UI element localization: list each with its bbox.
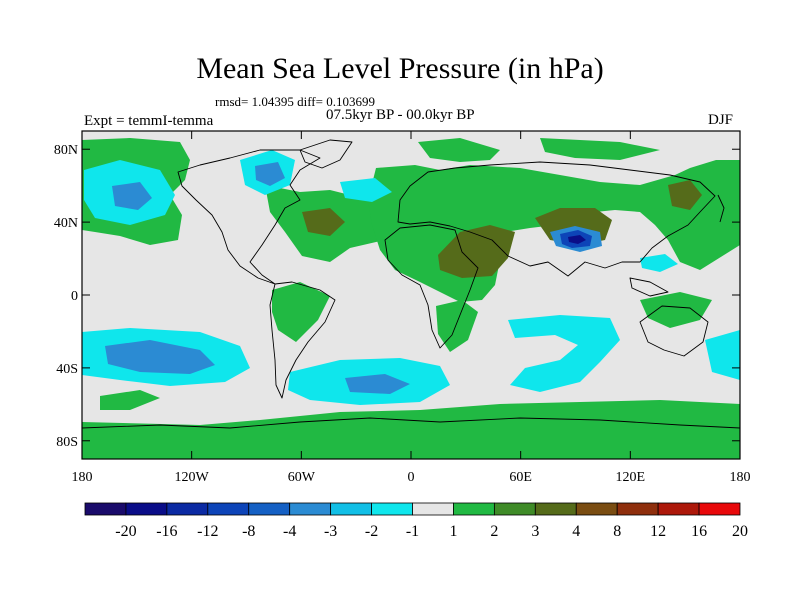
blue-region-south-atlantic [345, 374, 410, 394]
japan-coastline [717, 194, 725, 223]
green-region-southern-ocean [82, 400, 740, 459]
colorbar-label: 20 [732, 523, 748, 540]
colorbar-swatch [207, 502, 250, 516]
colorbar-label: -20 [115, 523, 136, 540]
latitude-axis: 80N 40N 0 40S 80S [54, 143, 740, 450]
lat-tick-label: 80S [56, 435, 78, 450]
antarctica-coastline [82, 417, 740, 429]
colorbar-swatch [698, 502, 741, 516]
time-period-text: 07.5kyr BP - 00.0kyr BP [326, 107, 475, 123]
statistics-text: rmsd= 1.04395 diff= 0.103699 [215, 94, 375, 109]
colorbar-swatch [657, 502, 700, 516]
colorbar-swatch [371, 502, 413, 516]
longitude-axis: 180 120W 60W 0 60E 120E 180 [72, 131, 751, 485]
cyan-region-tasman [705, 330, 740, 380]
colorbar-swatch [84, 502, 127, 516]
colorbar-label: 2 [490, 523, 498, 540]
colorbar-label: 16 [691, 523, 707, 540]
colorbar-label: 4 [572, 523, 580, 540]
green-region-southern-africa [436, 300, 478, 352]
colorbar-label: 3 [531, 523, 539, 540]
season-label: DJF [708, 112, 734, 128]
australia-coastline [639, 305, 709, 357]
colorbar-label: 8 [613, 523, 621, 540]
colorbar-swatch [453, 502, 495, 516]
green-region-arctic-europe [418, 138, 500, 162]
green-region-australia [640, 292, 712, 328]
colorbar-label: 12 [650, 523, 666, 540]
colorbar-swatch [412, 502, 454, 516]
cyan-region-indian-ocean [508, 315, 620, 392]
colorbar-swatch [493, 502, 536, 516]
lon-tick-label: 60W [288, 470, 316, 485]
lon-tick-label: 180 [72, 470, 93, 485]
blue-region-aleutian [112, 182, 152, 210]
north-america-coastline [177, 149, 321, 285]
lat-tick-label: 40N [54, 216, 78, 231]
map-title: Mean Sea Level Pressure (in hPa) [196, 52, 604, 85]
colorbar-swatch [125, 502, 168, 516]
blue-region-hudson [255, 162, 285, 186]
colorbar-swatch [289, 502, 332, 516]
africa-coastline [384, 224, 479, 349]
pressure-anomaly-field [82, 131, 740, 459]
colorbar-label: -3 [324, 523, 337, 540]
lon-tick-label: 120E [616, 470, 646, 485]
colorbar-label: 1 [449, 523, 457, 540]
strong-negative-anomaly-regions [105, 162, 602, 394]
colorbar-label: -8 [242, 523, 255, 540]
lon-tick-label: 0 [408, 470, 415, 485]
green-region-arctic-asia [540, 138, 660, 160]
colorbar-label: -2 [365, 523, 378, 540]
lat-tick-label: 40S [56, 362, 78, 377]
lat-tick-label: 0 [71, 289, 78, 304]
colorbar-swatch [534, 502, 577, 516]
south-america-coastline [269, 281, 336, 399]
lon-tick-label: 120W [175, 470, 210, 485]
cyan-region-north-atlantic [340, 178, 392, 202]
colorbar-swatch [330, 502, 372, 516]
colorbar-label: -1 [406, 523, 419, 540]
experiment-label: Expt = temmI-temma [84, 113, 214, 129]
lon-tick-label: 60E [509, 470, 532, 485]
greenland-coastline [299, 139, 353, 169]
colorbar-label: -16 [156, 523, 177, 540]
maritime-continent-coastline [629, 277, 669, 297]
colorbar-swatch [166, 502, 209, 516]
olive-region-atlantic [302, 208, 345, 236]
colorbar: -20 -16 -12 -8 -4 -3 -2 -1 1 2 3 4 8 12 16 20 [84, 502, 748, 540]
olive-region-east-asia [668, 180, 702, 210]
lon-tick-label: 180 [730, 470, 751, 485]
colorbar-swatch [575, 502, 618, 516]
lat-tick-label: 80N [54, 143, 78, 158]
colorbar-label: -4 [283, 523, 296, 540]
blue-region-south-pacific [105, 340, 215, 374]
cyan-region-western-pacific [640, 254, 678, 272]
colorbar-label: -12 [197, 523, 218, 540]
green-region-south-pacific [100, 390, 160, 410]
colorbar-swatch [248, 502, 291, 516]
blue-region-tibet-core [568, 235, 586, 244]
coastlines [82, 139, 740, 429]
green-region-south-america [272, 282, 330, 342]
colorbar-swatch [616, 502, 659, 516]
eurasia-coastline [397, 161, 716, 277]
